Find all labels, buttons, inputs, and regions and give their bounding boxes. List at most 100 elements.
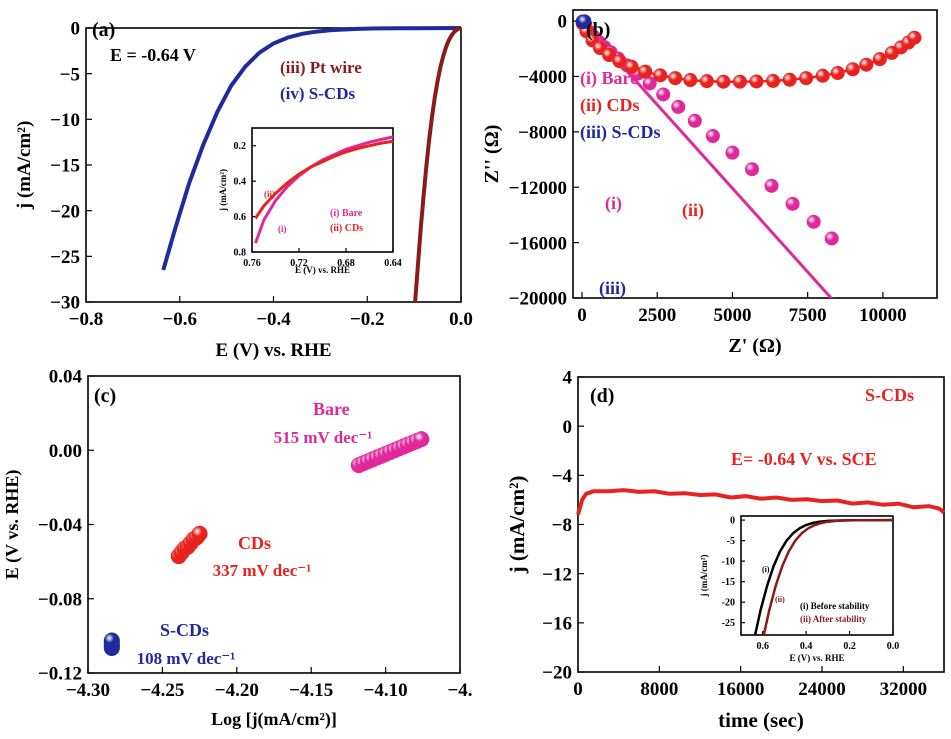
inset-background (741, 516, 893, 635)
y-tick-label: −20000 (509, 289, 567, 310)
plot-frame (87, 375, 461, 674)
y-tick-label: 0 (558, 12, 568, 33)
x-tick-label: 0.2 (843, 641, 856, 652)
inset-curve-label: (i) (278, 224, 287, 234)
legend-entry: (iii) S-CDs (580, 122, 661, 143)
inset-series-line (254, 135, 394, 244)
y-axis-label: j (mA/cm²) (14, 121, 35, 211)
y-tick-label: −16000 (509, 233, 567, 254)
y-tick-label: −12000 (509, 178, 567, 199)
series-line (161, 26, 462, 271)
inset-legend-entry: (i) Before stability (800, 601, 870, 611)
data-point (859, 57, 874, 72)
x-tick-label: −0.2 (350, 309, 385, 330)
data-point (642, 76, 657, 91)
data-point (577, 14, 592, 29)
y-tick-label: −4000 (518, 67, 567, 88)
x-tick-label: 0.68 (337, 258, 355, 269)
data-point (683, 73, 698, 88)
y-tick-label: 0.00 (49, 441, 82, 462)
y-tick-label: -5 (727, 536, 735, 547)
y-tick-label: −20 (542, 663, 572, 684)
y-tick-label: 0.6 (234, 212, 247, 223)
data-point (830, 66, 845, 80)
x-tick-label: 2500 (638, 305, 676, 326)
x-tick-label: 0.0 (449, 309, 473, 330)
x-tick-label: 32000 (880, 679, 928, 700)
legend-entry: (ii) CDs (580, 95, 640, 116)
inset-background (252, 128, 393, 252)
y-tick-label: 0 (71, 19, 81, 40)
x-axis-label: E (V) vs. RHE (295, 265, 350, 275)
data-point (732, 74, 747, 89)
inset-curve-label: (ii) (775, 595, 785, 604)
y-tick-label: -15 (722, 577, 735, 588)
data-point (103, 632, 120, 649)
x-tick-label: 8000 (640, 679, 678, 700)
inset-legend-entry: (i) Bare (330, 208, 363, 219)
y-tick-label: -20 (722, 598, 735, 609)
legend-entry: (iii) Pt wire (280, 58, 362, 77)
x-tick-label: −0.6 (162, 309, 197, 330)
x-tick-label: 0.0 (887, 641, 900, 652)
panel-label: (d) (590, 385, 614, 407)
data-point (612, 54, 627, 69)
panel-a: −0.8 −0.6 −0.4 −0.2 0.0 0 −5 −10 −15 −20 −25 −30 E (… (14, 19, 473, 361)
data-point (656, 87, 671, 102)
x-tick-label: −4.10 (364, 680, 408, 701)
x-axis-label: Log [j(mA/cm²)] (211, 709, 337, 730)
x-tick-label: −4.15 (289, 680, 333, 701)
inset-legend-entry: (ii) CDs (330, 223, 363, 234)
x-tick-label: 0.72 (290, 258, 308, 269)
data-point (907, 30, 922, 45)
y-tick-label: 0 (730, 516, 735, 527)
curve-label: (iii) (599, 278, 626, 299)
data-point (191, 525, 208, 542)
panel-b: 0 2500 5000 7500 10000 −20000 −16000 −12000 −800… (481, 9, 938, 357)
x-tick-label: 0.76 (243, 258, 261, 269)
legend-entry: (iv) S-CDs (280, 84, 355, 103)
x-tick-label: −0.4 (256, 309, 291, 330)
y-tick-label: -10 (722, 557, 735, 568)
slope-label: 337 mV dec⁻¹ (213, 561, 312, 580)
data-point (872, 52, 887, 67)
x-tick-label: −4.20 (215, 680, 259, 701)
plot-frame (572, 9, 938, 299)
panel-label: (c) (94, 385, 116, 407)
panel-d: 0 8000 16000 24000 32000 4 0 −4 −8 −12 −16 −20 time … (505, 368, 946, 732)
data-point (624, 59, 639, 74)
data-point (744, 162, 759, 177)
x-tick-label: 0.4 (800, 641, 813, 652)
y-tick-label: −16 (542, 613, 572, 634)
data-point (749, 74, 764, 89)
y-tick-label: −5 (60, 64, 80, 85)
inset-series-line (254, 139, 394, 220)
data-point (766, 73, 781, 88)
data-point (699, 74, 714, 89)
data-point (705, 129, 720, 143)
data-point (638, 64, 653, 79)
data-point (799, 71, 814, 86)
data-point (602, 48, 617, 62)
x-tick-label: −4.25 (140, 680, 184, 701)
data-point (413, 431, 430, 448)
x-tick-label: −0.8 (69, 309, 104, 330)
data-point (687, 113, 702, 128)
data-point (845, 62, 860, 77)
y-axis-label: j (mA/cm²) (699, 555, 709, 598)
y-tick-label: −8 (552, 515, 572, 536)
panel-label: (b) (586, 19, 610, 41)
data-point (806, 214, 821, 229)
curve-label: (i) (605, 193, 622, 214)
plot-area (575, 14, 922, 298)
series-line (576, 488, 946, 516)
y-tick-label: −30 (50, 293, 80, 314)
inset-legend-entry: (ii) After stability (800, 614, 867, 624)
data-point (815, 68, 830, 83)
y-tick-label: −8000 (518, 122, 567, 143)
y-tick-label: −0.08 (38, 589, 82, 610)
y-axis-label: Z'' (Ω) (481, 125, 503, 184)
data-point (671, 99, 686, 114)
data-point (785, 196, 800, 211)
